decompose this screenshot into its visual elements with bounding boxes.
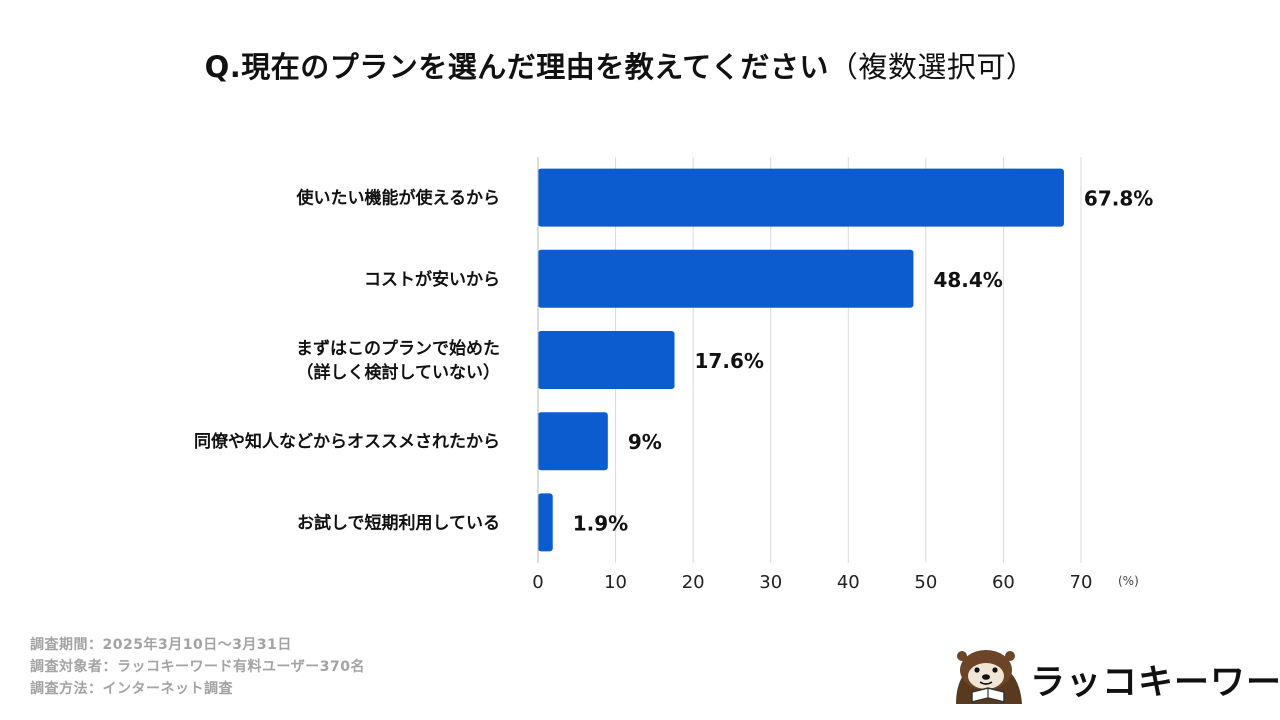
value-label-2: 17.6%: [695, 349, 764, 373]
tick-label-0: 0: [532, 572, 543, 593]
value-label-1: 48.4%: [933, 268, 1002, 292]
survey-target: 調査対象者：ラッコキーワード有料ユーザー370名: [30, 659, 365, 675]
brand-logo: ラッコキーワード: [950, 646, 1280, 704]
chart-title: Q.現在のプランを選んだ理由を教えてください（複数選択可）: [0, 44, 1240, 86]
tick-label-50: 50: [914, 572, 937, 593]
survey-method: 調査方法：インターネット調査: [30, 681, 233, 697]
category-label-1: コストが安いから: [364, 269, 500, 290]
category-label-2-line-1: （詳しく検討していない）: [297, 362, 501, 383]
bar-0: [538, 168, 1064, 227]
category-label-4: お試しで短期利用している: [297, 512, 500, 533]
unit-label: (%): [1118, 574, 1139, 588]
bar-chart: 67.8% 使いたい機能が使えるから 48.4% コストが安いから 17.6% まずはこの…: [194, 157, 1153, 593]
chart-title-paren: （複数選択可）: [828, 50, 1036, 84]
survey-period: 調査期間：2025年3月10日～3月31日: [30, 637, 292, 653]
tick-label-10: 10: [604, 572, 627, 593]
survey-info: 調査期間：2025年3月10日～3月31日 調査対象者：ラッコキーワード有料ユー…: [30, 634, 365, 700]
category-label-0: 使いたい機能が使えるから: [296, 188, 501, 209]
tick-label-70: 70: [1070, 572, 1093, 593]
value-label-4: 1.9%: [573, 511, 628, 535]
bar-1: [538, 249, 914, 308]
tick-label-30: 30: [759, 572, 782, 593]
tick-label-60: 60: [992, 572, 1015, 593]
category-label-2-line-0: まずはこのプランで始めた: [296, 338, 500, 359]
tick-label-20: 20: [682, 572, 705, 593]
value-label-0: 67.8%: [1084, 187, 1153, 211]
category-label-3: 同僚や知人などからオススメされたから: [194, 431, 500, 452]
value-label-3: 9%: [628, 430, 662, 454]
bar-2: [538, 331, 675, 389]
tick-label-40: 40: [837, 572, 860, 593]
bar-4: [538, 493, 553, 552]
logo-text: ラッコキーワード: [1030, 663, 1280, 703]
sea-otter-icon: [956, 650, 1022, 704]
bar-3: [538, 412, 608, 471]
chart-title-main: Q.現在のプランを選んだ理由を教えてください: [204, 50, 829, 84]
